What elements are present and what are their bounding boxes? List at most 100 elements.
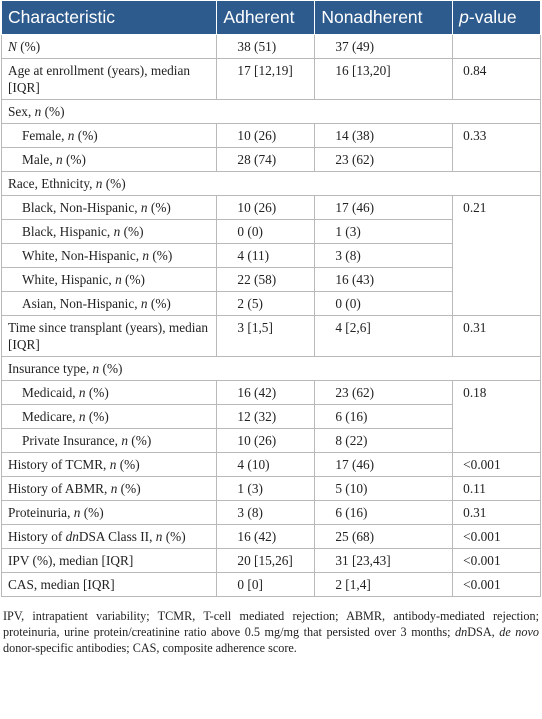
p-value-cell: 0.33 (452, 123, 541, 172)
nonadherent-cell: 31 [23,43] (314, 548, 454, 573)
adherent-cell: 10 (26) (216, 123, 316, 148)
italic-text: n (155, 529, 163, 544)
table-row: CAS, median [IQR] 0 [0] 2 [1,4] <0.001 (0, 572, 541, 597)
row-label: White, Non-Hispanic, n (%) (0, 243, 218, 268)
italic-text: N (8, 39, 17, 54)
text: History of TCMR, (8, 457, 110, 472)
nonadherent-cell: 1 (3) (314, 219, 454, 244)
row-label: Female, n (%) (0, 123, 218, 148)
italic-text: n (109, 457, 117, 472)
italic-text: n (67, 128, 75, 143)
nonadherent-cell: 37 (49) (314, 34, 454, 59)
adherent-cell: 1 (3) (216, 476, 316, 501)
nonadherent-cell: 6 (16) (314, 500, 454, 525)
p-value-cell: <0.001 (452, 572, 541, 597)
text: Race, Ethnicity, (8, 176, 96, 191)
text: (%) (116, 457, 140, 472)
adherent-cell: 10 (26) (216, 428, 316, 453)
row-label: N (%) (0, 34, 218, 59)
text: (%) (80, 505, 104, 520)
data-table: Characteristic Adherent Nonadherent p-value… (0, 0, 541, 597)
italic-text: dn (455, 625, 468, 639)
row-label: History of TCMR, n (%) (0, 452, 218, 477)
section-label: Race, Ethnicity, n (%) (1, 171, 541, 196)
nonadherent-cell: 23 (62) (314, 147, 454, 172)
table-body: N (%) 38 (51) 37 (49) Age at enrollment (ye… (0, 34, 541, 597)
text: (%) (147, 296, 171, 311)
italic-text: n (110, 481, 118, 496)
row-label: Private Insurance, n (%) (0, 428, 218, 453)
table-row: Female, n (%) 10 (26) 14 (38) 0.33 (0, 123, 541, 172)
text: Female, (22, 128, 68, 143)
text: (%) (85, 409, 109, 424)
adherent-cell: 2 (5) (216, 291, 316, 316)
text: IPV, intrapatient variability; TCMR, T-c… (3, 609, 539, 639)
italic-text: n (115, 272, 122, 287)
p-value-cell: <0.001 (452, 452, 541, 477)
nonadherent-cell: 17 (46) (314, 195, 454, 220)
text: (%) (85, 385, 109, 400)
text: (%) (147, 200, 171, 215)
text: (%) (120, 224, 144, 239)
text: (%) (41, 104, 65, 119)
p-value-cell (452, 34, 541, 59)
text: donor-specific antibodies; CAS, composit… (3, 641, 297, 655)
column-header: Adherent (216, 0, 316, 35)
row-label: Time since transplant (years), median [I… (0, 315, 218, 357)
row-label: White, Hispanic, n (%) (0, 267, 218, 292)
nonadherent-cell: 14 (38) (314, 123, 454, 148)
adherent-cell: 38 (51) (216, 34, 316, 59)
text: DSA Class II, (78, 529, 156, 544)
section-row: Race, Ethnicity, n (%) (1, 171, 541, 196)
nonadherent-cell: 25 (68) (314, 524, 454, 549)
column-header: Characteristic (0, 0, 218, 35)
text: (%) (149, 248, 173, 263)
p-value-cell: 0.31 (452, 500, 541, 525)
row-label: IPV (%), median [IQR] (0, 548, 218, 573)
adherent-cell: 16 (42) (216, 524, 316, 549)
nonadherent-cell: 0 (0) (314, 291, 454, 316)
text: (%) (127, 433, 152, 448)
row-label: Age at enrollment (years), median [IQR] (0, 58, 218, 100)
text: History of ABMR, (8, 481, 111, 496)
table-row: Asian, Non-Hispanic, n (%) 2 (5) 0 (0) (0, 291, 541, 316)
column-header: p-value (452, 0, 541, 35)
adherent-cell: 16 (42) (216, 380, 316, 405)
italic-text: n (113, 224, 121, 239)
nonadherent-cell: 5 (10) (314, 476, 454, 501)
table-row: History of dnDSA Class II, n (%) 16 (42) 2… (0, 524, 541, 549)
table-row: Medicaid, n (%) 16 (42) 23 (62) 0.18 (0, 380, 541, 453)
italic-text: n (73, 505, 81, 520)
adherent-cell: 12 (32) (216, 404, 316, 429)
table-row: Time since transplant (years), median [I… (0, 315, 541, 357)
text: (%) (99, 361, 123, 376)
italic-text: n (78, 409, 86, 424)
adherent-cell: 22 (58) (216, 267, 316, 292)
adherent-cell: 4 (11) (216, 243, 316, 268)
text: Asian, Non-Hispanic, (22, 296, 141, 311)
text: (%) (117, 481, 141, 496)
italic-text: dn (65, 529, 79, 544)
row-label: Proteinuria, n (%) (0, 500, 218, 525)
row-label: Black, Hispanic, n (%) (0, 219, 218, 244)
table-row: History of TCMR, n (%) 4 (10) 17 (46) <0.00… (0, 452, 541, 477)
adherent-cell: 3 [1,5] (216, 315, 316, 357)
p-value-cell: 0.31 (452, 315, 541, 357)
p-value-cell: 0.11 (452, 476, 541, 501)
text: Black, Hispanic, (22, 224, 114, 239)
text: (%) (121, 272, 145, 287)
nonadherent-cell: 2 [1,4] (314, 572, 454, 597)
text: (%) (16, 39, 41, 54)
table-row: Private Insurance, n (%) 10 (26) 8 (22) (0, 428, 541, 453)
text: Proteinuria, (8, 505, 74, 520)
italic-text: n (142, 248, 150, 263)
nonadherent-cell: 8 (22) (314, 428, 454, 453)
table-row: Male, n (%) 28 (74) 23 (62) (0, 147, 541, 172)
table-row: Medicare, n (%) 12 (32) 6 (16) (0, 404, 541, 429)
text: Male, (22, 152, 56, 167)
p-value-cell: 0.84 (452, 58, 541, 100)
section-row: Insurance type, n (%) (1, 356, 541, 381)
adherent-cell: 0 [0] (216, 572, 316, 597)
p-value-cell: <0.001 (452, 524, 541, 549)
